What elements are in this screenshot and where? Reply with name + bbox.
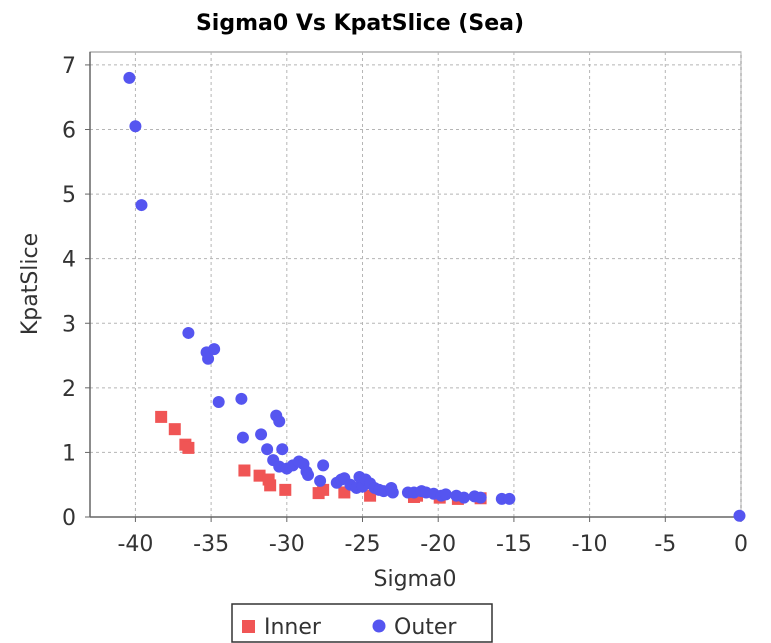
y-tick-label: 1 xyxy=(62,441,76,466)
x-tick-label: -5 xyxy=(654,532,676,557)
legend: Inner Outer xyxy=(231,603,493,643)
legend-inner-label: Inner xyxy=(264,615,322,640)
outer-point xyxy=(503,492,516,505)
x-tick-label: -20 xyxy=(420,532,456,557)
x-tick-label: -25 xyxy=(345,532,381,557)
x-tick-label: -35 xyxy=(193,532,229,557)
outer-point xyxy=(457,491,470,504)
y-tick-label: 4 xyxy=(62,248,76,273)
inner-point xyxy=(264,479,277,492)
legend-box xyxy=(231,603,493,643)
inner-point xyxy=(182,441,195,454)
inner-point xyxy=(168,423,181,436)
data-points xyxy=(123,71,746,522)
x-tick-label: -30 xyxy=(269,532,305,557)
inner-point xyxy=(155,410,168,423)
x-axis-label: Sigma0 xyxy=(374,567,457,592)
legend-inner-marker xyxy=(242,620,255,633)
inner-point xyxy=(279,483,292,496)
outer-point xyxy=(439,488,452,501)
outer-point xyxy=(314,474,327,487)
y-tick-label: 7 xyxy=(62,54,76,79)
outer-point xyxy=(386,486,399,499)
outer-point xyxy=(302,469,315,482)
tick-labels: -40 -35 -30 -25 -20 -15 -10 -5 0 0 1 2 3 4 5 6 7 xyxy=(62,54,748,557)
x-tick-label: -40 xyxy=(117,532,153,557)
outer-point xyxy=(255,428,268,441)
outer-point xyxy=(235,392,248,405)
outer-point xyxy=(261,443,274,456)
outer-point xyxy=(273,415,286,428)
outer-point xyxy=(129,120,142,133)
outer-point xyxy=(135,199,148,212)
y-tick-label: 6 xyxy=(62,119,76,144)
outer-point xyxy=(236,431,249,444)
outer-point xyxy=(182,326,195,339)
outer-point xyxy=(212,396,225,409)
y-tick-label: 2 xyxy=(62,377,76,402)
outer-point xyxy=(202,352,215,365)
inner-point xyxy=(238,464,251,477)
chart-title: Sigma0 Vs KpatSlice (Sea) xyxy=(196,11,524,36)
outer-point xyxy=(474,491,487,504)
outer-point xyxy=(733,509,746,522)
outer-point xyxy=(208,343,221,356)
y-tick-label: 5 xyxy=(62,183,76,208)
y-tick-label: 3 xyxy=(62,312,76,337)
x-tick-label: 0 xyxy=(734,532,748,557)
y-axis-label: KpatSlice xyxy=(18,233,43,335)
x-tick-label: -15 xyxy=(496,532,532,557)
outer-point xyxy=(317,459,330,472)
legend-outer-marker xyxy=(372,619,386,633)
legend-outer-label: Outer xyxy=(394,615,457,640)
x-tick-label: -10 xyxy=(572,532,608,557)
outer-point xyxy=(276,443,289,456)
inner-point xyxy=(317,483,330,496)
inner-point xyxy=(253,469,266,482)
outer-point xyxy=(123,71,136,84)
y-tick-label: 0 xyxy=(62,506,76,531)
axes xyxy=(85,52,742,522)
